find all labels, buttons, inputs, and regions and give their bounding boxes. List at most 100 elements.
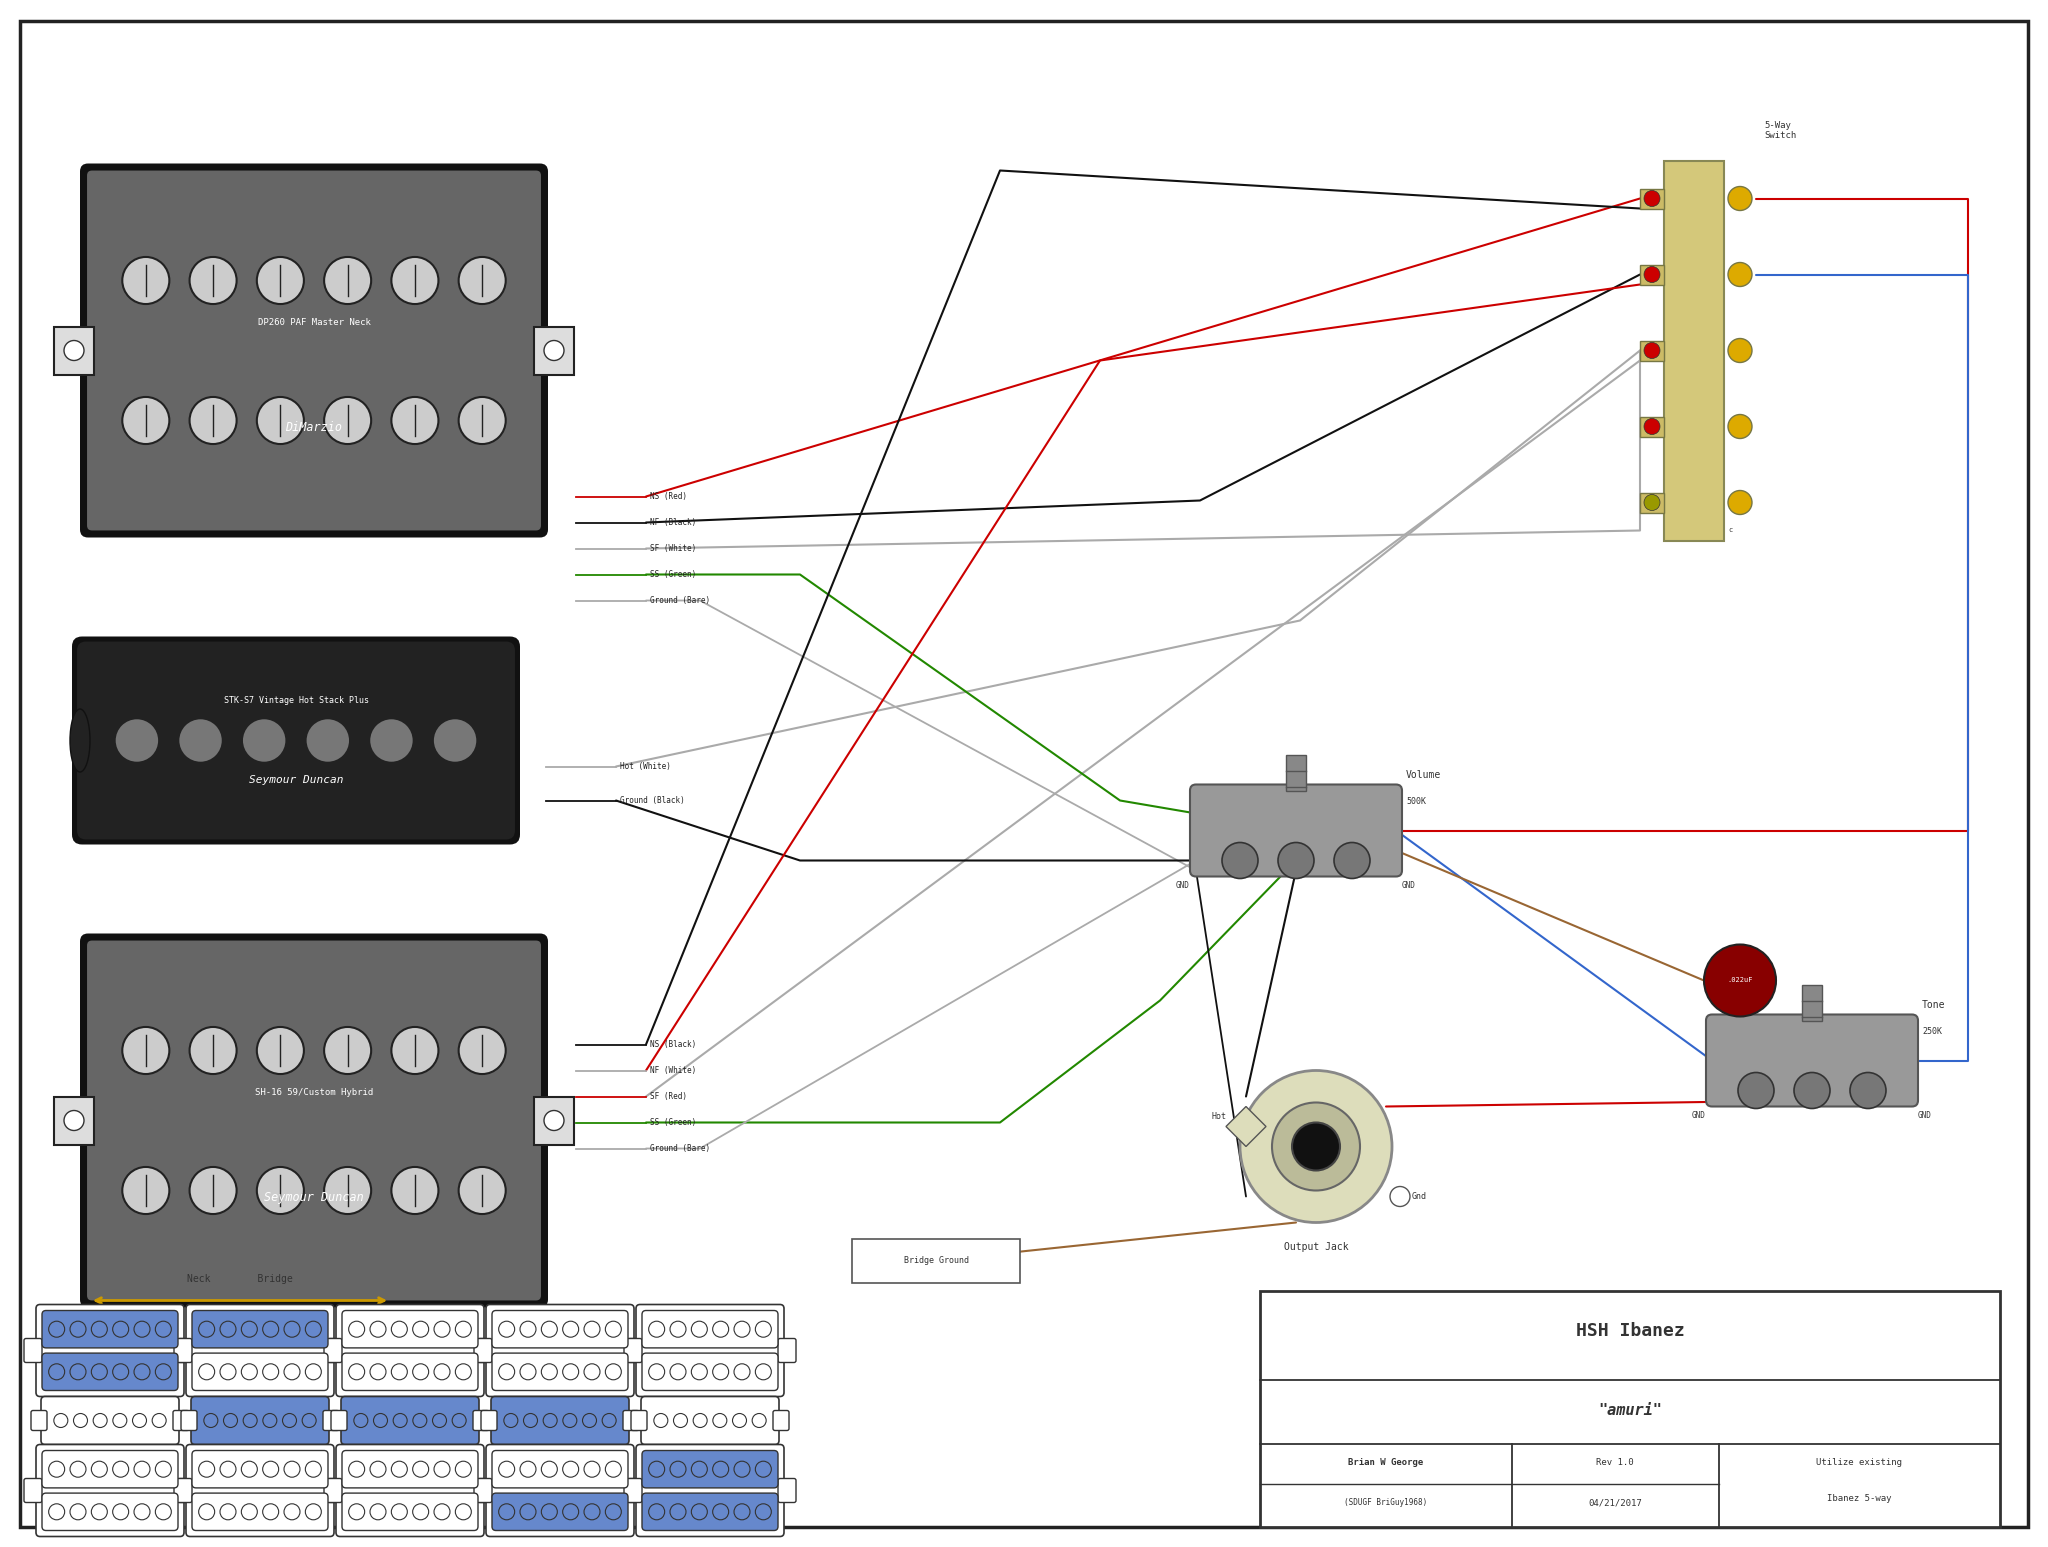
Circle shape (391, 1166, 438, 1214)
Circle shape (649, 1364, 666, 1380)
Circle shape (324, 1027, 371, 1074)
Circle shape (199, 1504, 215, 1519)
FancyBboxPatch shape (80, 933, 549, 1307)
FancyBboxPatch shape (481, 1411, 498, 1431)
FancyBboxPatch shape (492, 1310, 629, 1347)
Circle shape (498, 1462, 514, 1477)
Circle shape (74, 1414, 88, 1428)
FancyBboxPatch shape (492, 1397, 629, 1445)
Circle shape (262, 1364, 279, 1380)
Circle shape (391, 1027, 438, 1074)
Text: SF (White): SF (White) (649, 545, 696, 552)
FancyBboxPatch shape (43, 1451, 178, 1488)
Circle shape (543, 1414, 557, 1428)
Circle shape (434, 1364, 451, 1380)
FancyBboxPatch shape (535, 326, 573, 374)
Circle shape (670, 1504, 686, 1519)
Bar (1640, 189, 1663, 209)
Circle shape (692, 1321, 707, 1337)
Bar (1260, 1290, 2001, 1527)
Bar (1640, 340, 1663, 360)
Circle shape (190, 398, 238, 444)
Circle shape (756, 1364, 772, 1380)
Text: SF (Red): SF (Red) (649, 1092, 686, 1101)
Circle shape (1292, 1123, 1339, 1171)
Text: Bridge Ground: Bridge Ground (903, 1256, 969, 1265)
Circle shape (670, 1462, 686, 1477)
Circle shape (305, 1462, 322, 1477)
Text: Rev 1.0: Rev 1.0 (1595, 1459, 1634, 1467)
FancyBboxPatch shape (772, 1411, 788, 1431)
Circle shape (582, 1414, 596, 1428)
Circle shape (459, 257, 506, 305)
Circle shape (606, 1364, 621, 1380)
Circle shape (133, 1462, 150, 1477)
Circle shape (459, 1166, 506, 1214)
Text: Utilize existing: Utilize existing (1817, 1459, 1903, 1467)
Circle shape (1729, 187, 1751, 210)
Circle shape (92, 1504, 106, 1519)
Text: Ground (Bare): Ground (Bare) (649, 596, 711, 605)
FancyBboxPatch shape (629, 1479, 645, 1502)
Circle shape (285, 1504, 299, 1519)
Circle shape (498, 1364, 514, 1380)
FancyBboxPatch shape (180, 1411, 197, 1431)
Circle shape (498, 1504, 514, 1519)
Circle shape (606, 1321, 621, 1337)
FancyBboxPatch shape (625, 1479, 641, 1502)
Circle shape (285, 1321, 299, 1337)
Circle shape (324, 257, 371, 305)
Circle shape (692, 1504, 707, 1519)
Circle shape (303, 1414, 315, 1428)
FancyBboxPatch shape (86, 939, 543, 1301)
Circle shape (242, 718, 287, 763)
Circle shape (541, 1364, 557, 1380)
Text: 5-Way
Switch: 5-Way Switch (1763, 121, 1796, 141)
Circle shape (371, 1364, 385, 1380)
Circle shape (1645, 266, 1661, 283)
Text: (SDUGF BriGuy1968): (SDUGF BriGuy1968) (1343, 1499, 1427, 1507)
FancyBboxPatch shape (72, 636, 520, 845)
Circle shape (756, 1321, 772, 1337)
Circle shape (733, 1504, 750, 1519)
Circle shape (733, 1414, 748, 1428)
FancyBboxPatch shape (328, 1479, 346, 1502)
Circle shape (49, 1504, 66, 1519)
Circle shape (178, 718, 223, 763)
FancyBboxPatch shape (336, 1304, 483, 1397)
Text: Hot (White): Hot (White) (621, 763, 672, 770)
Circle shape (348, 1321, 365, 1337)
Circle shape (584, 1504, 600, 1519)
Circle shape (670, 1364, 686, 1380)
FancyBboxPatch shape (80, 164, 549, 537)
FancyBboxPatch shape (1190, 784, 1403, 877)
Circle shape (606, 1462, 621, 1477)
Circle shape (354, 1414, 369, 1428)
Circle shape (219, 1321, 236, 1337)
Circle shape (123, 1166, 170, 1214)
Circle shape (92, 1321, 106, 1337)
Text: Ground (Bare): Ground (Bare) (649, 1143, 711, 1153)
Circle shape (305, 1364, 322, 1380)
FancyBboxPatch shape (535, 1097, 573, 1145)
Circle shape (584, 1462, 600, 1477)
Text: SS (Green): SS (Green) (649, 569, 696, 579)
Text: 500K: 500K (1407, 798, 1425, 806)
Circle shape (545, 1111, 563, 1131)
FancyBboxPatch shape (43, 1310, 178, 1347)
Circle shape (133, 1504, 150, 1519)
Circle shape (156, 1321, 172, 1337)
Circle shape (733, 1364, 750, 1380)
Circle shape (713, 1462, 729, 1477)
FancyBboxPatch shape (324, 1479, 342, 1502)
Circle shape (692, 1414, 707, 1428)
Circle shape (199, 1462, 215, 1477)
Circle shape (1729, 415, 1751, 438)
Circle shape (432, 718, 477, 763)
FancyBboxPatch shape (623, 1411, 639, 1431)
FancyBboxPatch shape (53, 1097, 94, 1145)
Circle shape (1729, 339, 1751, 362)
Circle shape (256, 398, 303, 444)
Ellipse shape (70, 709, 90, 772)
Bar (1802, 984, 1823, 1021)
